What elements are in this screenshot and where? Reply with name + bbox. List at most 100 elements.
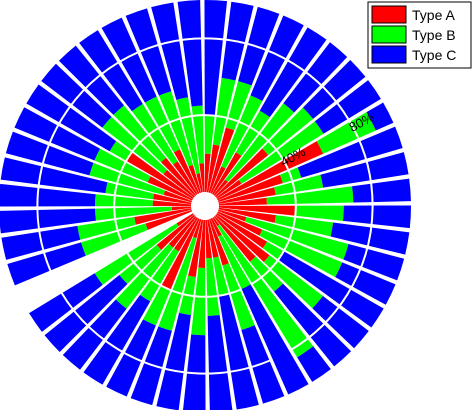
bar-segment-type-b-36 [316,112,376,154]
bar-segment-type-b-17 [105,182,155,200]
bar-segment-type-c-24 [101,17,157,103]
bar-segment-type-c-4 [207,315,233,410]
bar-segment-type-a-8 [161,218,200,290]
bar-segment-type-c-9 [83,294,151,385]
bar-segment-type-a-34 [214,148,269,198]
bar-segment-type-b-20 [109,141,132,161]
bar-segment-type-a-5 [198,219,206,268]
bar-segment-type-b-24 [144,96,180,153]
bar-segment-type-c-26 [151,2,189,100]
bar-segment-type-c-43 [335,262,396,305]
bar-segment-type-a-32 [211,152,242,195]
bar-segment-type-a-46 [213,215,256,262]
bar-segment-type-a-10 [168,216,197,248]
bar-segment-type-b-19 [94,148,151,183]
bar-segment-type-c-38 [320,152,409,188]
bar-segment-type-a-37 [217,174,283,203]
grid-circle-2 [36,37,374,375]
bar-segment-type-a-6 [188,219,204,278]
bar-segment-type-a-35 [216,179,242,199]
bar-segment-type-c-11 [44,275,128,353]
bar-segment-type-a-9 [174,217,199,252]
bar-segment-type-b-29 [212,77,236,146]
bar-segment-type-a-29 [206,144,220,193]
bar-segment-type-b-30 [225,81,252,131]
bar-segment-type-b-18 [89,162,166,196]
bar-segment-type-a-40 [218,205,296,216]
bar-segment-type-b-4 [206,257,220,316]
bar-segment-type-c-46 [274,283,352,367]
bar-segment-type-a-19 [147,176,193,201]
bar-segment-type-b-8 [143,285,171,326]
bar-segment-type-b-41 [274,215,334,237]
bar-segment-type-a-45 [215,214,270,263]
bar-segment-type-c-47 [297,346,331,382]
bar-segment-type-a-39 [218,197,267,206]
bar-segment-type-a-12 [176,213,194,227]
bar-segment-type-b-23 [131,103,178,165]
bar-segment-type-b-32 [235,110,270,156]
bar-segment-type-a-4 [205,219,212,259]
bar-segment-type-c-3 [218,293,259,410]
bar-segment-type-a-42 [218,209,247,222]
bar-segment-type-b-39 [266,186,354,205]
bar-segment-type-b-33 [225,103,295,182]
bar-segment-type-b-10 [115,243,174,309]
bar-segment-type-a-33 [213,179,228,196]
bar-segment-type-b-21 [102,116,168,175]
bar-segment-type-b-45 [263,255,323,309]
legend-label-2: Type B [412,27,456,43]
bar-segment-type-a-7 [193,219,202,239]
bar-segment-type-c-5 [183,334,206,410]
bar-segment-type-b-28 [204,115,215,154]
bar-segment-type-c-34 [302,59,366,119]
bar-segment-type-b-31 [221,95,263,169]
bar-segment-type-c-31 [250,15,304,102]
grid-circle-1 [113,114,297,298]
bar-segment-type-c-18 [5,131,94,176]
chart-bars [0,0,411,410]
bar-segment-type-b-47 [217,224,314,358]
bar-segment-type-a-16 [152,200,192,207]
bar-segment-type-c-19 [14,107,101,161]
bar-segment-type-a-24 [173,149,200,194]
bar-segment-type-c-16 [0,183,96,207]
bar-segment-type-c-45 [312,296,369,349]
bar-segment-type-c-36 [366,102,394,131]
bar-segment-type-b-40 [295,205,344,221]
bar-segment-type-c-13 [7,242,86,286]
bar-segment-type-c-25 [125,8,172,96]
bar-segment-type-b-35 [238,121,324,184]
bar-segment-type-c-20 [26,84,117,152]
bar-segment-type-a-11 [156,214,196,250]
bar-segment-type-c-8 [106,319,156,397]
bar-segment-type-b-34 [262,107,314,156]
legend-label-3: Type C [412,47,456,63]
bar-segment-type-b-7 [158,236,197,331]
bar-segment-type-b-2 [222,263,255,330]
bar-segment-type-b-44 [262,241,284,260]
bar-segment-type-c-2 [241,325,285,404]
bar-segment-type-c-17 [0,157,108,194]
bar-segment-type-c-27 [177,0,203,107]
bar-segment-type-a-14 [134,208,192,225]
bar-segment-type-c-40 [343,205,411,229]
bar-segment-type-a-23 [172,161,198,195]
bar-segment-type-c-44 [278,251,384,328]
bar-segment-type-b-14 [77,217,136,240]
bar-segment-type-a-21 [163,169,195,198]
bar-segment-type-c-23 [79,30,143,112]
bar-segment-type-b-11 [119,244,162,284]
bar-segment-type-a-48 [210,218,222,237]
legend-label-1: Type A [412,7,455,23]
bar-segment-type-c-22 [58,45,124,115]
bar-segment-type-b-3 [213,256,229,296]
bar-segment-type-a-13 [145,209,193,230]
bar-segment-type-a-2 [208,218,229,266]
bar-segment-type-b-5 [191,267,206,336]
bar-segment-type-a-26 [196,173,203,193]
bar-segment-type-c-48 [241,284,309,395]
bar-segment-type-a-18 [163,190,192,203]
bar-segment-type-a-22 [161,157,197,197]
bar-segment-type-b-13 [81,223,148,256]
